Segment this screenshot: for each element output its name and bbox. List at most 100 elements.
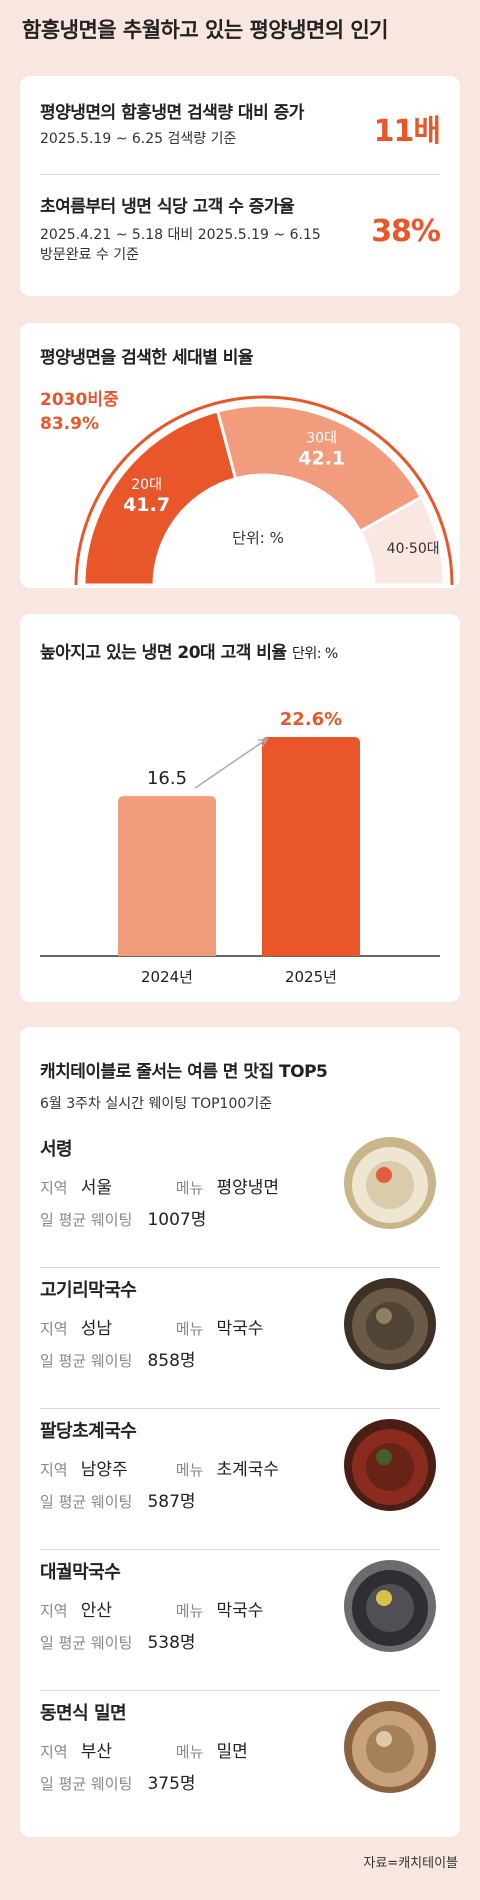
- waiting-value: 538명: [147, 1633, 196, 1653]
- divider: [40, 1690, 440, 1691]
- region-label: 지역: [40, 1602, 68, 1620]
- bar-0: [118, 796, 216, 956]
- stat-subtext-line2: 방문완료 수 기준: [40, 247, 140, 263]
- region-value: 부산: [80, 1742, 112, 1762]
- restaurant-name: 팔당초계국수: [40, 1421, 137, 1442]
- stat-search-growth: 평양냉면의 함흥냉면 검색량 대비 증가 2025.5.19 ~ 6.25 검색…: [40, 98, 441, 149]
- restaurant-name: 대궐막국수: [40, 1562, 121, 1583]
- region-label: 지역: [40, 1743, 68, 1761]
- donut-slice-1: [215, 403, 424, 534]
- waiting-value: 1007명: [147, 1210, 207, 1230]
- menu-label: 메뉴: [175, 1320, 204, 1338]
- menu-value: 막국수: [216, 1601, 264, 1621]
- donut-label-2: 40·50대: [387, 541, 440, 557]
- restaurant-name: 서령: [40, 1139, 73, 1160]
- region-label: 지역: [40, 1320, 68, 1338]
- stat-subtext-line1: 2025.4.21 ~ 5.18 대비 2025.5.19 ~ 6.15: [40, 227, 321, 243]
- waiting-value: 587명: [147, 1492, 196, 1512]
- age-chart-title: 평양냉면을 검색한 세대별 비율: [40, 348, 254, 368]
- menu-value: 밀면: [216, 1742, 248, 1762]
- donut-unit: 단위: %: [232, 529, 284, 547]
- stat-value: 11배: [373, 114, 441, 149]
- dish-photo: [344, 1701, 436, 1793]
- restaurant-item: 대궐막국수 지역 안산 메뉴 막국수 일 평균 웨이팅 538명: [40, 1550, 440, 1691]
- menu-value: 평양냉면: [216, 1178, 280, 1198]
- menu-value: 막국수: [216, 1319, 264, 1339]
- restaurant-meta-row: 지역 부산 메뉴 밀면: [40, 1737, 248, 1762]
- donut-slice-2: [358, 495, 446, 587]
- stat-heading: 초여름부터 냉면 식당 고객 수 증가율: [40, 197, 295, 217]
- top5-title: 캐치테이블로 줄서는 여름 면 맛집 TOP5: [40, 1062, 328, 1082]
- waiting-label: 일 평균 웨이팅: [40, 1634, 133, 1652]
- stat-subtext: 2025.5.19 ~ 6.25 검색량 기준: [40, 131, 237, 147]
- slice-category: 20대: [131, 477, 162, 493]
- stat-value: 38%: [371, 214, 441, 249]
- bar-chart-card: 높아지고 있는 냉면 20대 고객 비율 단위: % 16.5 2024년 22.6…: [20, 614, 460, 1002]
- waiting-row: 일 평균 웨이팅 538명: [40, 1628, 196, 1653]
- waiting-label: 일 평균 웨이팅: [40, 1211, 133, 1229]
- region-label: 지역: [40, 1461, 68, 1479]
- restaurant-name: 동면식 밀면: [40, 1703, 127, 1724]
- menu-label: 메뉴: [175, 1179, 204, 1197]
- waiting-row: 일 평균 웨이팅 587명: [40, 1487, 196, 1512]
- restaurant-item: 서령 지역 서울 메뉴 평양냉면 일 평균 웨이팅 1007명: [40, 1127, 440, 1268]
- menu-value: 초계국수: [216, 1460, 280, 1480]
- age-chart-card: 평양냉면을 검색한 세대별 비율 20대 41.7 30대 42.1 40·50대 203…: [20, 323, 460, 588]
- dish-photo: [344, 1419, 436, 1511]
- divider: [40, 1549, 440, 1550]
- slice-category: 30대: [306, 431, 337, 447]
- stat-heading: 평양냉면의 함흥냉면 검색량 대비 증가: [40, 103, 304, 123]
- dish-photo: [344, 1560, 436, 1652]
- restaurant-name: 고기리막국수: [40, 1280, 137, 1301]
- donut-slice-0: [82, 409, 238, 587]
- restaurant-item: 팔당초계국수 지역 남양주 메뉴 초계국수 일 평균 웨이팅 587명: [40, 1409, 440, 1550]
- source-note: 자료=캐치테이블: [363, 1856, 458, 1871]
- trend-arrow-head: [257, 737, 269, 748]
- restaurant-meta-row: 지역 서울 메뉴 평양냉면: [40, 1173, 279, 1198]
- page-title: 함흥냉면을 추월하고 있는 평양냉면의 인기: [22, 18, 389, 42]
- menu-label: 메뉴: [175, 1743, 204, 1761]
- restaurant-meta-row: 지역 성남 메뉴 막국수: [40, 1314, 263, 1339]
- divider: [40, 174, 440, 175]
- x-tick-label: 2024년: [141, 968, 193, 986]
- highlight-value: 83.9%: [40, 414, 99, 434]
- highlight-outline-arc: [74, 395, 454, 586]
- stats-card: 평양냉면의 함흥냉면 검색량 대비 증가 2025.5.19 ~ 6.25 검색…: [20, 76, 460, 296]
- waiting-label: 일 평균 웨이팅: [40, 1775, 133, 1793]
- top5-card: 캐치테이블로 줄서는 여름 면 맛집 TOP5 6월 3주차 실시간 웨이팅 T…: [20, 1027, 460, 1837]
- bar-1: [262, 736, 360, 956]
- region-value: 안산: [80, 1601, 112, 1621]
- bar-chart-title-wrap: 높아지고 있는 냉면 20대 고객 비율 단위: %: [40, 638, 338, 663]
- menu-label: 메뉴: [175, 1602, 204, 1620]
- stat-subtext: 2025.4.21 ~ 5.18 대비 2025.5.19 ~ 6.15 방문완…: [40, 225, 440, 265]
- restaurant-item: 동면식 밀면 지역 부산 메뉴 밀면 일 평균 웨이팅 375명: [40, 1691, 440, 1832]
- bar-chart-title: 높아지고 있는 냉면 20대 고객 비율: [40, 643, 287, 663]
- slice-category: 40·50대: [387, 541, 440, 557]
- restaurant-item: 고기리막국수 지역 성남 메뉴 막국수 일 평균 웨이팅 858명: [40, 1268, 440, 1409]
- menu-label: 메뉴: [175, 1461, 204, 1479]
- region-value: 남양주: [80, 1460, 128, 1480]
- trend-arrow: [194, 738, 268, 789]
- slice-value: 41.7: [123, 494, 170, 516]
- dish-photo: [344, 1137, 436, 1229]
- waiting-value: 375명: [147, 1774, 196, 1794]
- waiting-row: 일 평균 웨이팅 1007명: [40, 1205, 206, 1230]
- waiting-value: 858명: [147, 1351, 196, 1371]
- bar-value-label: 22.6%: [280, 709, 342, 730]
- stat-customer-growth: 초여름부터 냉면 식당 고객 수 증가율 2025.4.21 ~ 5.18 대비…: [40, 192, 441, 265]
- bar-value-label: 16.5: [147, 768, 187, 789]
- divider: [40, 1408, 440, 1409]
- dish-photo: [344, 1278, 436, 1370]
- x-tick-label: 2025년: [285, 968, 337, 986]
- region-value: 서울: [80, 1178, 112, 1198]
- waiting-label: 일 평균 웨이팅: [40, 1493, 133, 1511]
- waiting-row: 일 평균 웨이팅 858명: [40, 1346, 196, 1371]
- bar-chart: 16.5 2024년 22.6% 2025년: [40, 709, 440, 986]
- top5-subtitle: 6월 3주차 실시간 웨이팅 TOP100기준: [40, 1096, 273, 1112]
- divider: [40, 1267, 440, 1268]
- restaurant-meta-row: 지역 남양주 메뉴 초계국수: [40, 1455, 279, 1480]
- slice-value: 42.1: [298, 448, 345, 470]
